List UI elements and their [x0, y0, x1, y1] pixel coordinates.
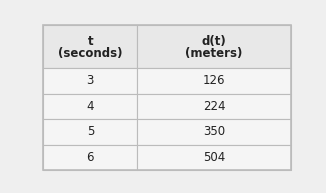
Bar: [43, 145, 137, 170]
Text: (seconds): (seconds): [58, 47, 123, 60]
Bar: [137, 145, 291, 170]
Bar: [43, 94, 137, 119]
Bar: [43, 25, 137, 68]
Text: 3: 3: [87, 74, 94, 87]
Text: 504: 504: [203, 151, 225, 164]
Text: 224: 224: [203, 100, 225, 113]
Text: t: t: [87, 35, 93, 48]
Text: d(t): d(t): [202, 35, 227, 48]
Bar: [43, 119, 137, 145]
Text: 350: 350: [203, 125, 225, 138]
Text: 126: 126: [203, 74, 225, 87]
Text: 5: 5: [87, 125, 94, 138]
Bar: [137, 68, 291, 94]
Bar: [43, 68, 137, 94]
Text: 4: 4: [87, 100, 94, 113]
Text: (meters): (meters): [185, 47, 243, 60]
Text: 6: 6: [87, 151, 94, 164]
Bar: [137, 94, 291, 119]
Bar: [137, 119, 291, 145]
Bar: [137, 25, 291, 68]
